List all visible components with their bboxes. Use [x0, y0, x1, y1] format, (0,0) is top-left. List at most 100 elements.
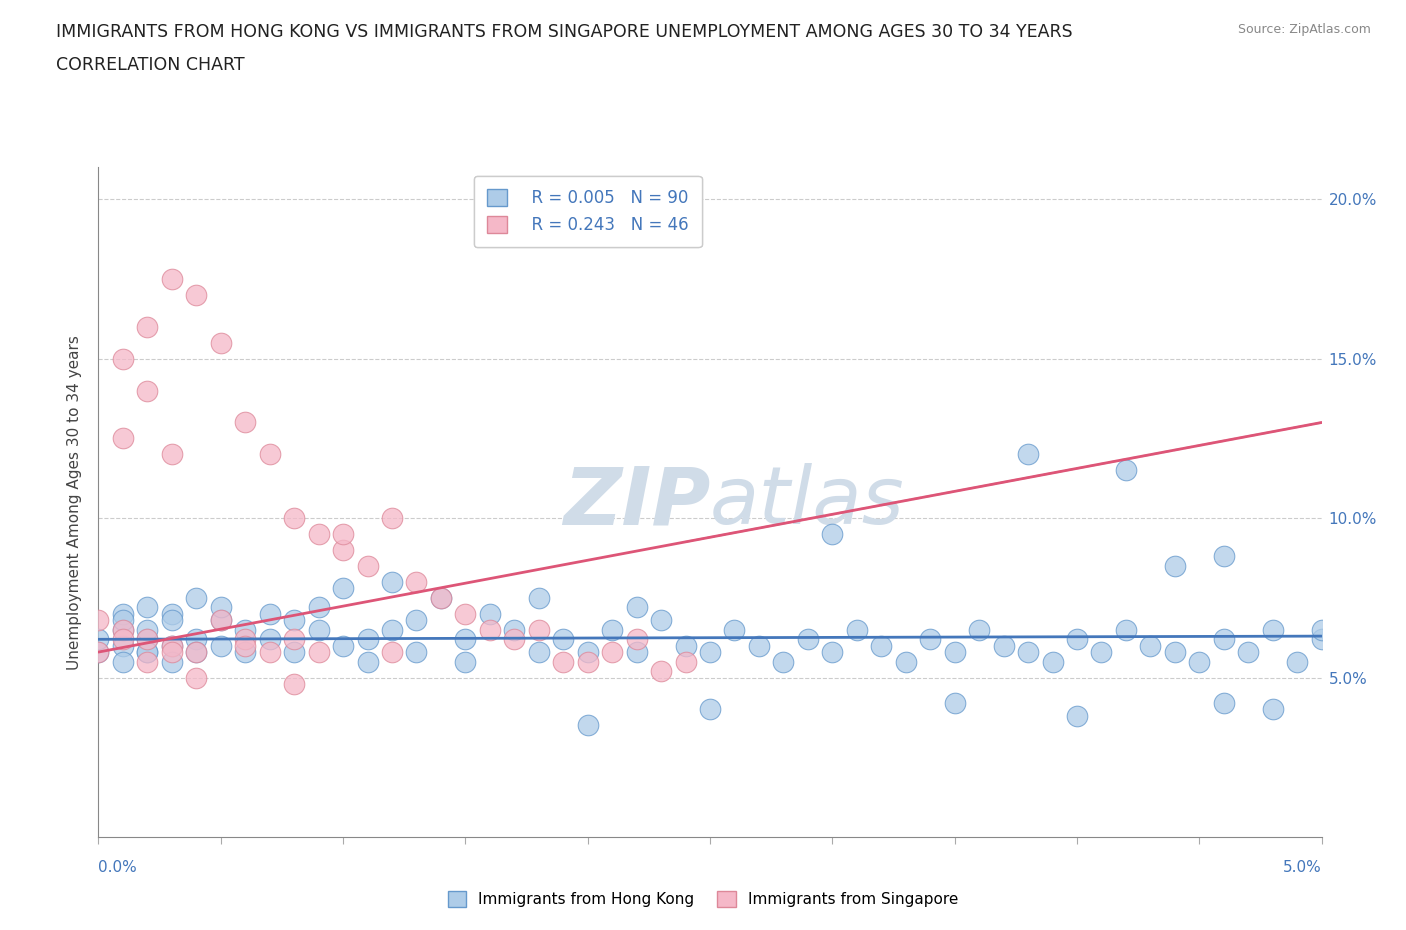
Point: [1066, 709, 1088, 724]
Point: [1115, 463, 1137, 478]
Point: [332, 526, 354, 541]
Point: [723, 622, 745, 637]
Point: [111, 631, 134, 646]
Legend: Immigrants from Hong Kong, Immigrants from Singapore: Immigrants from Hong Kong, Immigrants fr…: [441, 884, 965, 913]
Point: [600, 644, 623, 659]
Point: [308, 644, 330, 659]
Point: [1237, 644, 1260, 659]
Point: [1261, 702, 1284, 717]
Point: [136, 600, 159, 615]
Point: [87, 644, 110, 659]
Point: [308, 600, 330, 615]
Point: [943, 644, 966, 659]
Point: [356, 654, 378, 669]
Point: [259, 644, 281, 659]
Point: [332, 638, 354, 653]
Point: [136, 654, 159, 669]
Point: [356, 559, 378, 574]
Point: [1066, 631, 1088, 646]
Point: [576, 644, 599, 659]
Text: 0.0%: 0.0%: [98, 860, 138, 875]
Point: [259, 447, 281, 462]
Point: [748, 638, 770, 653]
Point: [430, 591, 453, 605]
Point: [136, 631, 159, 646]
Point: [626, 631, 648, 646]
Point: [405, 613, 427, 628]
Point: [1017, 447, 1039, 462]
Point: [527, 644, 550, 659]
Point: [381, 511, 404, 525]
Point: [430, 591, 453, 605]
Point: [233, 638, 256, 653]
Point: [894, 654, 917, 669]
Point: [160, 638, 183, 653]
Point: [186, 287, 208, 302]
Point: [160, 654, 183, 669]
Point: [111, 622, 134, 637]
Point: [283, 631, 305, 646]
Point: [136, 631, 159, 646]
Point: [553, 654, 575, 669]
Point: [503, 631, 526, 646]
Point: [209, 600, 232, 615]
Point: [160, 272, 183, 286]
Point: [136, 383, 159, 398]
Point: [1139, 638, 1161, 653]
Point: [381, 644, 404, 659]
Point: [1188, 654, 1211, 669]
Point: [821, 644, 844, 659]
Point: [454, 606, 477, 621]
Point: [600, 622, 623, 637]
Point: [209, 336, 232, 351]
Point: [186, 591, 208, 605]
Point: [160, 613, 183, 628]
Point: [381, 575, 404, 590]
Point: [1164, 644, 1187, 659]
Point: [259, 606, 281, 621]
Point: [478, 606, 501, 621]
Point: [1017, 644, 1039, 659]
Point: [160, 447, 183, 462]
Point: [454, 631, 477, 646]
Point: [650, 613, 672, 628]
Point: [821, 526, 844, 541]
Point: [111, 431, 134, 445]
Point: [308, 526, 330, 541]
Point: [1310, 622, 1333, 637]
Point: [675, 638, 697, 653]
Point: [527, 622, 550, 637]
Point: [650, 664, 672, 679]
Y-axis label: Unemployment Among Ages 30 to 34 years: Unemployment Among Ages 30 to 34 years: [67, 335, 83, 670]
Point: [259, 631, 281, 646]
Point: [381, 622, 404, 637]
Point: [527, 591, 550, 605]
Legend:   R = 0.005   N = 90,   R = 0.243   N = 46: R = 0.005 N = 90, R = 0.243 N = 46: [474, 176, 702, 247]
Point: [332, 581, 354, 596]
Point: [1212, 696, 1234, 711]
Point: [920, 631, 942, 646]
Point: [283, 644, 305, 659]
Point: [111, 622, 134, 637]
Point: [308, 622, 330, 637]
Point: [283, 613, 305, 628]
Point: [111, 352, 134, 366]
Point: [553, 631, 575, 646]
Point: [233, 644, 256, 659]
Point: [993, 638, 1015, 653]
Point: [797, 631, 820, 646]
Point: [576, 718, 599, 733]
Point: [111, 654, 134, 669]
Point: [1115, 622, 1137, 637]
Point: [845, 622, 868, 637]
Point: [478, 622, 501, 637]
Text: ZIP: ZIP: [562, 463, 710, 541]
Text: IMMIGRANTS FROM HONG KONG VS IMMIGRANTS FROM SINGAPORE UNEMPLOYMENT AMONG AGES 3: IMMIGRANTS FROM HONG KONG VS IMMIGRANTS …: [56, 23, 1073, 41]
Point: [503, 622, 526, 637]
Point: [283, 511, 305, 525]
Point: [111, 606, 134, 621]
Point: [454, 654, 477, 669]
Point: [136, 644, 159, 659]
Point: [87, 644, 110, 659]
Point: [1212, 631, 1234, 646]
